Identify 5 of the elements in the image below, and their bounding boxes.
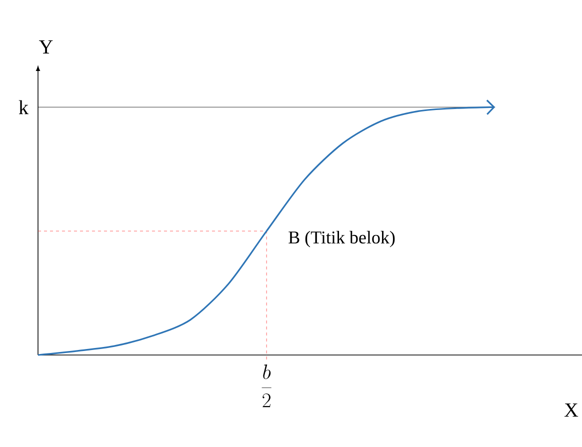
annotation: B (Titik belok): [288, 230, 395, 248]
ref-line-label: k: [18, 100, 28, 114]
text: $\frac{b}{2}$: [262, 364, 272, 408]
x-axis-title: X: [564, 404, 578, 417]
y-axis-title: Y: [39, 40, 53, 54]
